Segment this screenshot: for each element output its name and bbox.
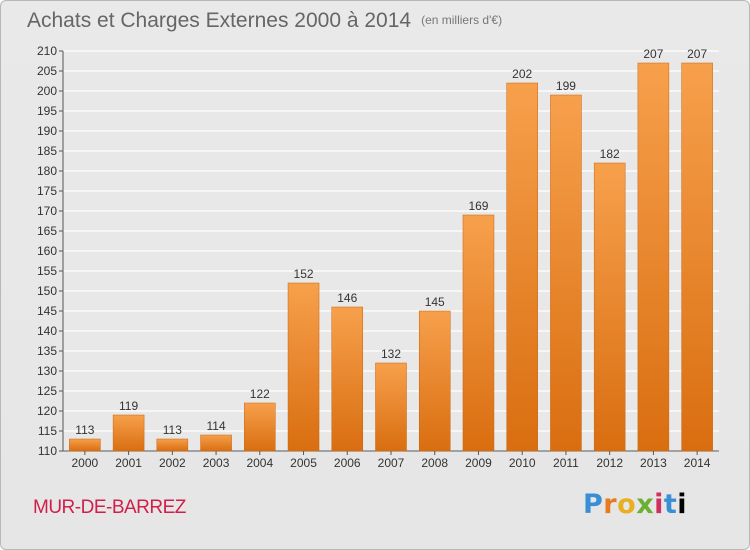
y-tick-label: 125 (37, 384, 57, 398)
bar-value-label: 182 (600, 147, 620, 161)
y-tick-label: 135 (37, 344, 57, 358)
bar-value-label: 113 (75, 423, 94, 437)
bar (244, 402, 276, 452)
y-tick-label: 115 (38, 424, 57, 438)
bar-value-label: 122 (250, 387, 270, 401)
bar (375, 362, 407, 452)
bar-value-label: 119 (119, 399, 138, 413)
bar (69, 438, 101, 452)
y-tick-label: 110 (38, 444, 57, 458)
y-tick-label: 200 (37, 84, 57, 98)
y-tick-label: 150 (37, 284, 57, 298)
bar-value-label: 132 (381, 347, 401, 361)
y-tick-label: 195 (37, 104, 57, 118)
x-tick-label: 2014 (684, 456, 711, 470)
x-tick-label: 2007 (378, 456, 405, 470)
x-tick-label: 2000 (72, 456, 99, 470)
x-tick-label: 2001 (115, 456, 142, 470)
y-tick-label: 160 (37, 244, 57, 258)
x-tick-label: 2012 (596, 456, 623, 470)
bar-value-label: 146 (337, 291, 357, 305)
bar (593, 162, 626, 452)
bar (550, 94, 582, 452)
y-tick-label: 155 (37, 264, 57, 278)
x-tick-label: 2008 (421, 456, 448, 470)
bar-value-label: 207 (687, 47, 707, 61)
chart-title: Achats et Charges Externes 2000 à 2014 (e… (27, 9, 502, 33)
bar-value-label: 152 (294, 267, 314, 281)
x-tick-label: 2009 (465, 456, 492, 470)
x-tick-label: 2010 (509, 456, 536, 470)
y-tick-label: 180 (37, 164, 57, 178)
x-tick-label: 2013 (640, 456, 667, 470)
y-tick-label: 170 (37, 204, 57, 218)
bar (418, 310, 451, 452)
bar-value-label: 113 (163, 423, 182, 437)
y-tick-label: 140 (37, 324, 57, 338)
y-tick-label: 120 (37, 404, 57, 418)
x-tick-label: 2005 (290, 456, 317, 470)
y-tick-label: 190 (37, 124, 57, 138)
chart-title-text: Achats et Charges Externes 2000 à 2014 (27, 9, 412, 32)
x-tick-label: 2011 (553, 456, 579, 470)
x-tick-label: 2006 (334, 456, 361, 470)
bar-value-label: 145 (425, 295, 445, 309)
location-label: MUR-DE-BARREZ (33, 497, 186, 518)
proxiti-logo: Proxiti (583, 489, 688, 520)
y-tick-label: 130 (37, 364, 57, 378)
bar-value-label: 199 (556, 79, 576, 93)
chart-unit: (en milliers d'€) (421, 13, 503, 27)
bar (287, 282, 320, 452)
bar (331, 306, 364, 452)
x-tick-label: 2004 (246, 456, 273, 470)
bar-value-label: 207 (643, 47, 663, 61)
bar (112, 414, 145, 452)
x-tick-label: 2002 (159, 456, 186, 470)
bar (506, 82, 538, 452)
y-tick-label: 175 (37, 184, 57, 198)
y-tick-label: 210 (37, 44, 57, 58)
bar-value-label: 169 (468, 199, 488, 213)
bar (156, 438, 189, 452)
bar (462, 214, 495, 452)
y-tick-label: 185 (37, 144, 57, 158)
y-tick-label: 205 (37, 64, 57, 78)
bar (200, 434, 232, 452)
bar-value-label: 114 (206, 419, 225, 433)
bar-value-label: 202 (512, 67, 532, 81)
bar (681, 62, 713, 452)
y-tick-label: 145 (37, 304, 57, 318)
x-tick-label: 2003 (203, 456, 230, 470)
bar (637, 62, 670, 452)
y-tick-label: 165 (37, 224, 57, 238)
